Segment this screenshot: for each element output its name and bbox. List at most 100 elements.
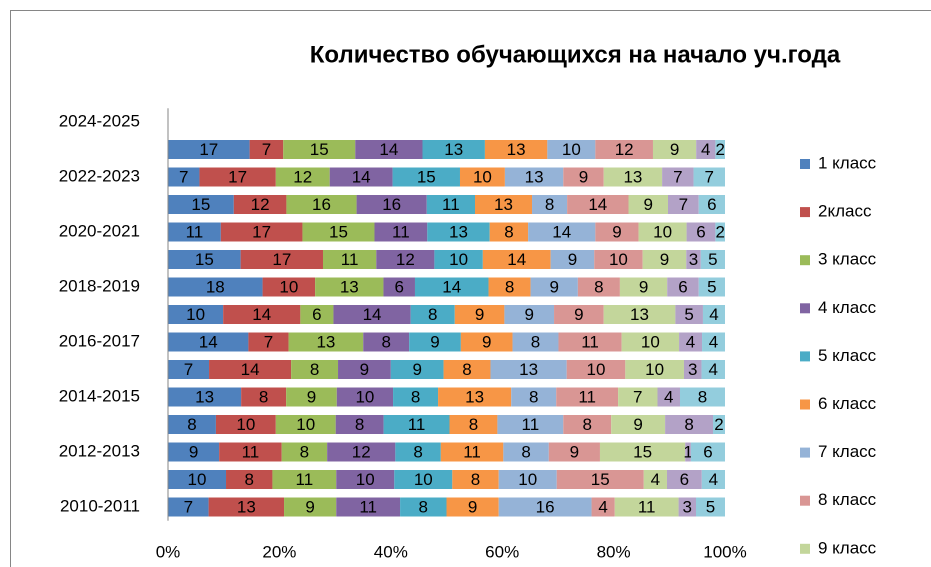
x-tick-label: 40% <box>374 542 408 561</box>
data-label: 16 <box>536 497 555 516</box>
data-label: 10 <box>186 305 205 324</box>
legend-swatch <box>800 255 810 266</box>
legend-label: 5 класс <box>818 346 877 365</box>
data-label: 9 <box>574 305 583 324</box>
bar-segment <box>438 387 512 407</box>
legend-label: 3 класс <box>818 250 877 269</box>
data-label: 11 <box>522 415 540 434</box>
bar-segment <box>621 332 680 352</box>
data-label: 8 <box>300 442 309 461</box>
bar-segment <box>695 497 725 517</box>
data-label: 7 <box>673 167 682 186</box>
legend-swatch <box>800 543 810 554</box>
bar-segment <box>603 305 676 324</box>
bar-segment <box>614 497 679 517</box>
bar-segment <box>168 195 234 214</box>
data-label: 7 <box>264 332 273 351</box>
data-label: 11 <box>242 442 260 461</box>
x-tick-label: 0% <box>156 542 181 561</box>
bar-segment <box>449 415 498 434</box>
bar-segment <box>410 305 455 324</box>
data-label: 17 <box>272 250 291 269</box>
data-label: 8 <box>310 360 319 379</box>
bar-segment <box>489 222 529 242</box>
data-label: 8 <box>469 415 478 434</box>
bar-segment <box>168 167 200 187</box>
bar-segment <box>556 470 644 489</box>
bar-segment <box>591 497 615 517</box>
legend-swatch <box>800 351 810 362</box>
data-label: 15 <box>417 167 436 186</box>
data-label: 13 <box>465 387 484 406</box>
data-label: 8 <box>244 470 253 489</box>
bar-segment <box>611 415 666 434</box>
data-label: 5 <box>706 497 715 516</box>
bar-segment <box>335 415 384 434</box>
bar-segment <box>488 277 531 297</box>
bar-segment <box>482 250 551 269</box>
data-label: 9 <box>570 442 579 461</box>
bar-segment <box>563 167 604 187</box>
bar-segment <box>504 167 564 187</box>
bar-segment <box>701 470 725 489</box>
data-label: 15 <box>195 250 214 269</box>
data-label: 15 <box>310 140 329 159</box>
y-tick-label: 2018-2019 <box>59 276 140 295</box>
x-tick-label: 60% <box>485 542 519 561</box>
data-label: 15 <box>191 195 210 214</box>
data-label: 10 <box>356 470 375 489</box>
data-label: 9 <box>639 277 648 296</box>
bar-segment <box>701 360 725 379</box>
data-label: 8 <box>355 415 364 434</box>
data-label: 9 <box>307 387 316 406</box>
bar-segment <box>336 497 401 517</box>
data-label: 7 <box>262 140 271 159</box>
bar-segment <box>315 277 384 297</box>
bar-segment <box>667 195 699 214</box>
data-label: 11 <box>578 387 596 406</box>
bar-segment <box>356 195 427 214</box>
data-label: 6 <box>394 277 403 296</box>
bar-segment <box>168 250 241 269</box>
data-label: 7 <box>179 167 188 186</box>
data-label: 14 <box>352 167 371 186</box>
bar-segment <box>679 332 703 352</box>
data-label: 14 <box>363 305 382 324</box>
bar-segment <box>395 442 441 462</box>
bar-segment <box>678 497 696 517</box>
bar-segment <box>286 387 337 407</box>
bar-segment <box>209 360 292 379</box>
data-label: 9 <box>549 277 558 296</box>
data-label: 13 <box>444 140 463 159</box>
bar-segment <box>642 250 687 269</box>
legend-swatch <box>800 159 810 169</box>
bar-segment <box>459 167 505 187</box>
data-label: 8 <box>505 277 514 296</box>
bar-segment <box>530 277 578 297</box>
data-label: 15 <box>633 442 652 461</box>
bar-segment <box>409 332 461 352</box>
data-label: 14 <box>552 222 571 241</box>
y-tick-label: 2014-2015 <box>59 386 140 405</box>
bar-segment <box>440 442 504 462</box>
data-label: 1 <box>683 442 692 461</box>
x-tick-label: 20% <box>262 542 296 561</box>
bar-segment <box>667 277 699 297</box>
data-label: 9 <box>305 497 314 516</box>
bar-segment <box>363 332 410 352</box>
bar-segment <box>599 442 686 462</box>
bar-segment <box>454 305 505 324</box>
data-label: 8 <box>531 332 540 351</box>
bar-segment <box>657 387 680 407</box>
data-label: 4 <box>709 470 718 489</box>
bar-segment <box>662 167 694 187</box>
bar-segment <box>383 415 450 434</box>
data-label: 17 <box>199 140 218 159</box>
bar-segment <box>686 250 701 269</box>
bar-segment <box>427 222 490 242</box>
data-label: 11 <box>359 497 377 516</box>
data-label: 4 <box>664 387 673 406</box>
chart-title: Количество обучающихся на начало уч.года <box>310 41 841 68</box>
data-label: 16 <box>312 195 331 214</box>
bar-segment <box>262 277 316 297</box>
